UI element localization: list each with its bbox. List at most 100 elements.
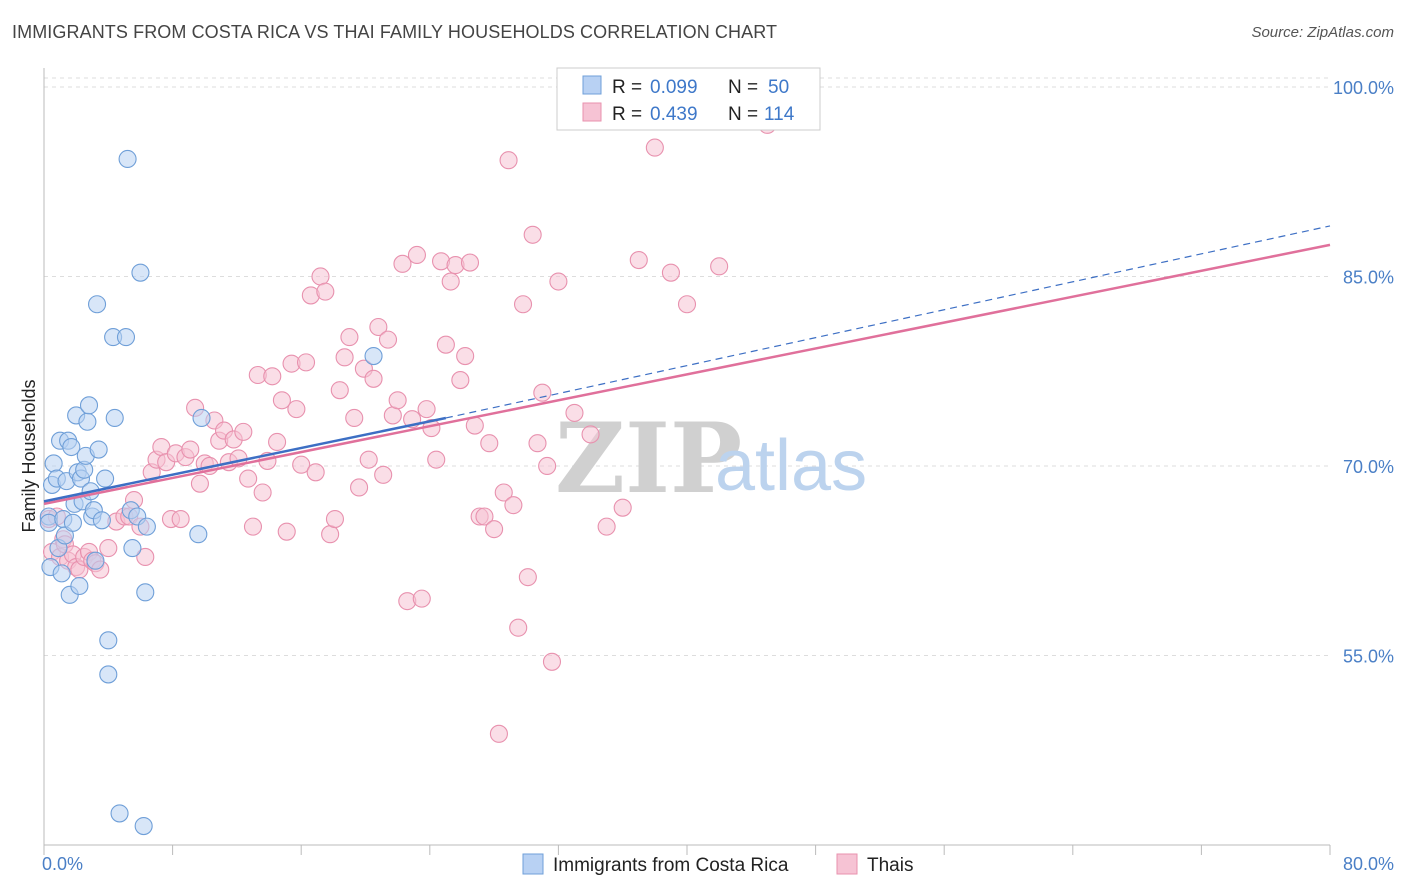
point-thais (518, 568, 537, 587)
point-thais (629, 250, 648, 270)
point-thais (263, 367, 282, 386)
legend-swatch-costa-rica (582, 75, 602, 95)
point-costa-rica (96, 469, 115, 488)
legend-swatch-thais (582, 102, 602, 122)
point-thais (374, 465, 393, 484)
legend-n-value-costa-rica: 50 (768, 77, 789, 98)
point-thais (234, 422, 253, 441)
point-thais (677, 295, 697, 314)
point-thais (253, 483, 272, 502)
trend-line-thais (43, 243, 1331, 506)
point-thais (485, 520, 504, 539)
point-thais (441, 272, 460, 291)
legend-n-value-thais: 114 (764, 104, 795, 125)
point-costa-rica (364, 347, 383, 366)
legend-n-label-costa-rica: N = (728, 77, 758, 98)
legend-r-value-thais: 0.439 (650, 104, 698, 125)
point-costa-rica (123, 539, 142, 558)
point-thais (306, 463, 325, 482)
point-costa-rica (86, 551, 105, 570)
point-thais (412, 589, 431, 608)
point-thais (99, 539, 118, 558)
point-thais (613, 498, 632, 517)
point-costa-rica (136, 583, 155, 602)
point-costa-rica (62, 437, 81, 457)
bottom-legend-label-costa-rica: Immigrants from Costa Rica (553, 855, 789, 876)
point-costa-rica (137, 517, 156, 536)
x-ticks (43, 845, 1331, 855)
point-costa-rica (52, 564, 71, 583)
watermark-zip: ZIP (555, 402, 742, 515)
point-thais (581, 425, 600, 444)
point-thais (393, 254, 412, 273)
point-thais (268, 432, 287, 452)
y-tick-label: 100.0% (1333, 78, 1394, 98)
point-costa-rica (192, 408, 211, 428)
point-costa-rica (110, 804, 129, 823)
chart-title: IMMIGRANTS FROM COSTA RICA VS THAI FAMIL… (12, 22, 778, 42)
grid-lines (44, 77, 1330, 656)
point-thais (136, 547, 155, 566)
point-thais (359, 450, 378, 469)
point-thais (710, 257, 729, 276)
watermark-atlas: atlas (715, 426, 867, 506)
legend-n-label-thais: N = (728, 104, 758, 125)
point-thais (239, 469, 258, 488)
point-costa-rica (131, 263, 150, 282)
point-thais (549, 272, 568, 291)
bottom-legend-swatch-costa-rica (522, 853, 544, 875)
point-thais (330, 381, 349, 400)
point-thais (509, 618, 528, 637)
point-thais (350, 478, 369, 497)
y-tick-labels: 55.0% 70.0% 85.0% 100.0% (1333, 78, 1394, 667)
point-thais (528, 434, 547, 453)
point-thais (340, 328, 359, 347)
point-costa-rica (189, 525, 208, 544)
point-costa-rica (89, 440, 108, 459)
point-thais (451, 371, 470, 390)
top-legend: R = 0.099 N = 50 R = 0.439 N = 114 (556, 67, 821, 131)
point-thais (504, 496, 523, 515)
legend-r-label-thais: R = (612, 104, 642, 125)
y-axis-title: Family Households (19, 379, 39, 532)
trend-line-costa-rica-extension (445, 225, 1331, 419)
point-thais (364, 369, 383, 388)
point-costa-rica (70, 576, 89, 596)
point-thais (538, 456, 557, 476)
y-tick-label: 85.0% (1343, 267, 1394, 287)
point-thais (427, 450, 446, 469)
point-thais (460, 253, 480, 272)
point-costa-rica (78, 412, 97, 431)
point-thais (243, 517, 263, 536)
point-thais (436, 335, 455, 354)
point-thais (456, 347, 475, 366)
point-thais (383, 406, 402, 425)
point-thais (489, 724, 508, 743)
legend-r-label-costa-rica: R = (612, 77, 642, 98)
point-thais (277, 522, 296, 541)
point-thais (190, 474, 209, 493)
bottom-legend: Immigrants from Costa Rica Thais (522, 853, 913, 876)
point-thais (181, 440, 200, 459)
point-thais (661, 263, 680, 282)
trend-lines (43, 225, 1331, 506)
y-tick-label: 55.0% (1343, 646, 1394, 666)
point-costa-rica (134, 816, 153, 836)
point-costa-rica (92, 511, 111, 530)
point-thais (321, 525, 340, 544)
point-costa-rica (87, 295, 107, 314)
point-thais (407, 245, 426, 265)
trend-line-costa-rica (43, 416, 447, 503)
point-thais (597, 517, 616, 536)
x-tick-label-min: 0.0% (42, 854, 83, 874)
bottom-legend-label-thais: Thais (867, 855, 913, 876)
point-thais (499, 151, 518, 170)
point-costa-rica (79, 396, 99, 415)
point-thais (325, 509, 345, 529)
point-thais (513, 295, 533, 314)
point-thais (292, 455, 311, 474)
point-thais (171, 509, 190, 529)
point-thais (465, 416, 484, 435)
point-thais (369, 317, 388, 337)
point-thais (475, 507, 494, 526)
